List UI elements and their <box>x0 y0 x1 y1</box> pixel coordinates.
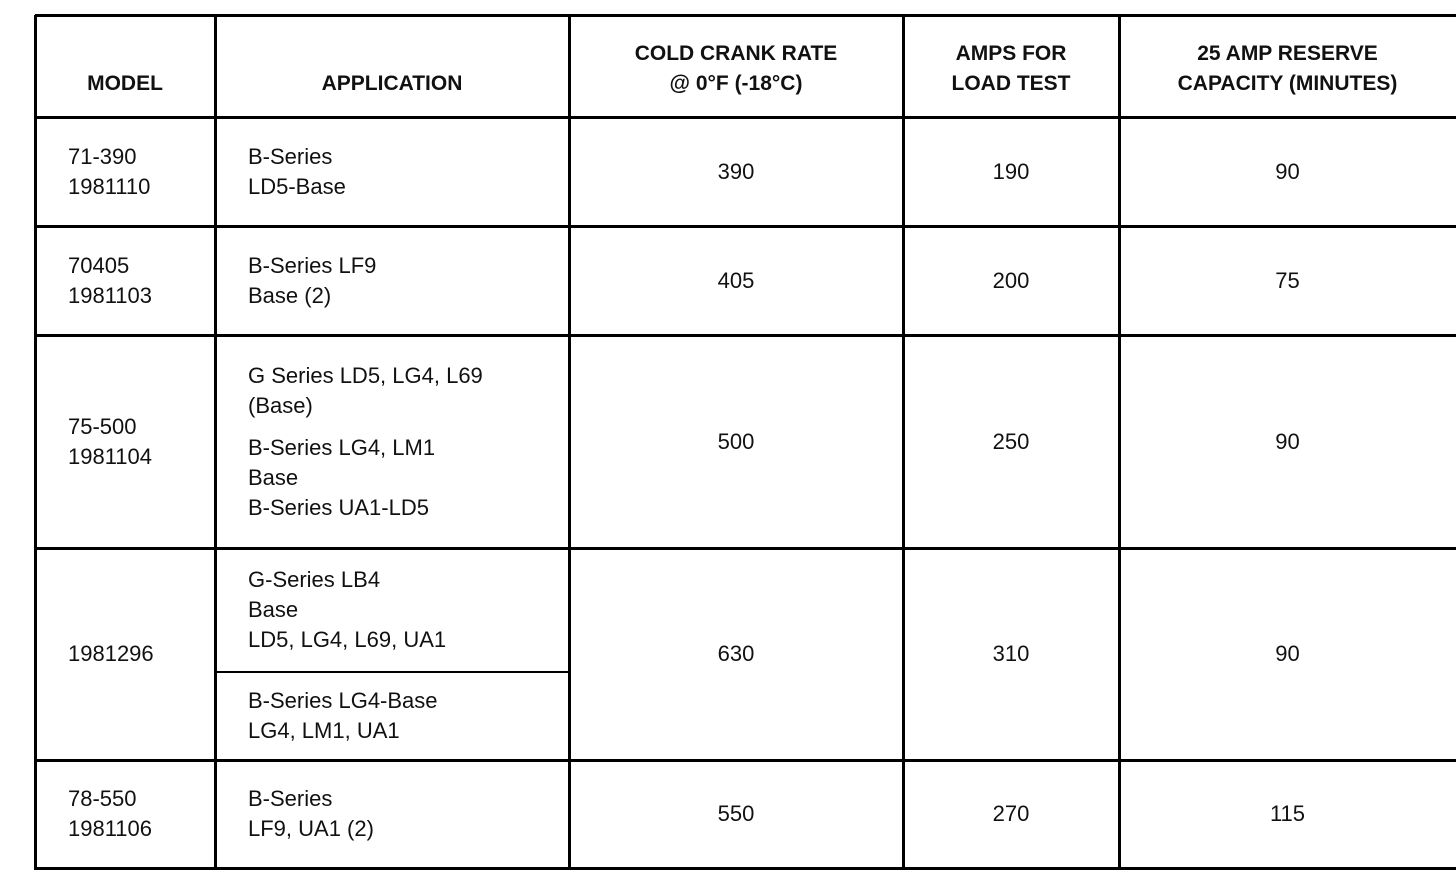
value-cell: 115 <box>1119 760 1456 868</box>
column-border <box>34 15 37 870</box>
header-text: AMPS FOR <box>955 42 1067 65</box>
header-text: COLD CRANK RATE <box>634 42 838 65</box>
row-border <box>35 867 1456 870</box>
model-text: 75-500 <box>68 413 137 439</box>
application-text: LF9, UA1 (2) <box>248 816 374 841</box>
value-text: 310 <box>992 641 1030 666</box>
value-cell: 500 <box>569 335 903 548</box>
value-cell: 90 <box>1119 117 1456 226</box>
application-text: B-Series LG4, LM1 <box>248 434 436 460</box>
model-text: 1981296 <box>68 641 154 666</box>
value-cell: 310 <box>903 548 1119 760</box>
value-text: 630 <box>717 641 755 666</box>
model-text: 1981106 <box>68 816 153 841</box>
value-text: 500 <box>717 428 755 454</box>
column-border <box>902 15 905 870</box>
application-text: G-Series LB4 <box>248 567 381 592</box>
model-text: 1981110 <box>68 173 151 199</box>
row-border <box>35 116 1456 119</box>
value-cell: 405 <box>569 226 903 335</box>
value-cell: 90 <box>1119 548 1456 760</box>
value-cell: 75 <box>1119 226 1456 335</box>
value-text: 250 <box>992 428 1030 454</box>
value-cell: 190 <box>903 117 1119 226</box>
model-cell: 71-390 1981110 <box>35 117 215 226</box>
application-block: B-Series LG4, LM1 Base B-Series UA1-LD5 <box>248 433 435 523</box>
value-cell: 90 <box>1119 335 1456 548</box>
application-text: LD5, LG4, L69, UA1 <box>248 627 447 652</box>
header-cell: MODEL <box>35 15 215 117</box>
application-block: B-Series LF9, UA1 (2) <box>248 784 374 844</box>
application-text: B-Series <box>248 143 333 169</box>
value-cell: 270 <box>903 760 1119 868</box>
header-cell: APPLICATION <box>215 15 569 117</box>
value-text: 270 <box>992 801 1030 826</box>
row-border <box>35 334 1456 337</box>
application-text: LD5-Base <box>248 173 346 199</box>
row-border <box>35 225 1456 228</box>
column-border <box>568 15 571 870</box>
value-text: 90 <box>1275 428 1300 454</box>
value-text: 390 <box>717 158 755 184</box>
value-cell: 250 <box>903 335 1119 548</box>
row-border <box>35 547 1456 550</box>
value-text: 190 <box>992 158 1030 184</box>
application-cell: B-Series LF9, UA1 (2) <box>215 760 569 868</box>
column-border <box>214 15 217 870</box>
application-cell: B-Series LG4-Base LG4, LM1, UA1 <box>215 672 569 760</box>
model-cell: 70405 1981103 <box>35 226 215 335</box>
application-block: B-Series LF9 Base (2) <box>248 251 376 311</box>
value-cell: 200 <box>903 226 1119 335</box>
model-cell: 78-550 1981106 <box>35 760 215 868</box>
header-text: MODEL <box>87 72 163 95</box>
value-text: 115 <box>1269 801 1306 826</box>
model-text: 71-390 <box>68 143 137 169</box>
header-text: CAPACITY (MINUTES) <box>1177 72 1398 95</box>
application-text: LG4, LM1, UA1 <box>248 718 400 743</box>
value-text: 200 <box>992 267 1030 293</box>
application-text: (Base) <box>248 392 313 418</box>
value-text: 90 <box>1275 158 1300 184</box>
application-block: G Series LD5, LG4, L69 (Base) <box>248 361 483 421</box>
application-text: B-Series UA1-LD5 <box>248 494 429 520</box>
value-text: 405 <box>717 267 755 293</box>
application-block: B-Series LD5-Base <box>248 142 346 202</box>
model-text: 78-550 <box>68 786 137 811</box>
header-text: @ 0°F (-18°C) <box>669 72 803 95</box>
application-cell: G Series LD5, LG4, L69 (Base) B-Series LG4… <box>215 335 569 548</box>
row-border <box>35 14 1456 17</box>
application-text: B-Series <box>248 786 333 811</box>
header-cell: AMPS FOR LOAD TEST <box>903 15 1119 117</box>
application-text: Base <box>248 464 299 490</box>
value-cell: 390 <box>569 117 903 226</box>
model-text: 70405 <box>68 252 130 278</box>
header-cell: 25 AMP RESERVE CAPACITY (MINUTES) <box>1119 15 1456 117</box>
column-border <box>1118 15 1121 870</box>
application-text: B-Series LF9 <box>248 252 377 278</box>
header-text: 25 AMP RESERVE <box>1197 42 1378 65</box>
header-cell: COLD CRANK RATE @ 0°F (-18°C) <box>569 15 903 117</box>
application-text: B-Series LG4-Base <box>248 688 438 713</box>
row-border <box>35 759 1456 762</box>
model-text: 1981103 <box>68 282 153 308</box>
model-cell: 75-500 1981104 <box>35 335 215 548</box>
model-cell: 1981296 <box>35 548 215 760</box>
divider <box>215 671 569 673</box>
model-text: 1981104 <box>68 443 153 469</box>
value-text: 75 <box>1275 267 1300 293</box>
application-cell: B-Series LF9 Base (2) <box>215 226 569 335</box>
value-text: 550 <box>717 801 755 826</box>
header-text: APPLICATION <box>321 72 463 95</box>
application-cell: B-Series LD5-Base <box>215 117 569 226</box>
value-text: 90 <box>1275 641 1300 666</box>
application-text: Base (2) <box>248 282 332 308</box>
application-text: G Series LD5, LG4, L69 <box>248 362 483 388</box>
value-cell: 550 <box>569 760 903 868</box>
application-cell: G-Series LB4 Base LD5, LG4, L69, UA1 <box>215 548 569 672</box>
header-text: LOAD TEST <box>951 72 1071 95</box>
value-cell: 630 <box>569 548 903 760</box>
application-text: Base <box>248 597 299 622</box>
